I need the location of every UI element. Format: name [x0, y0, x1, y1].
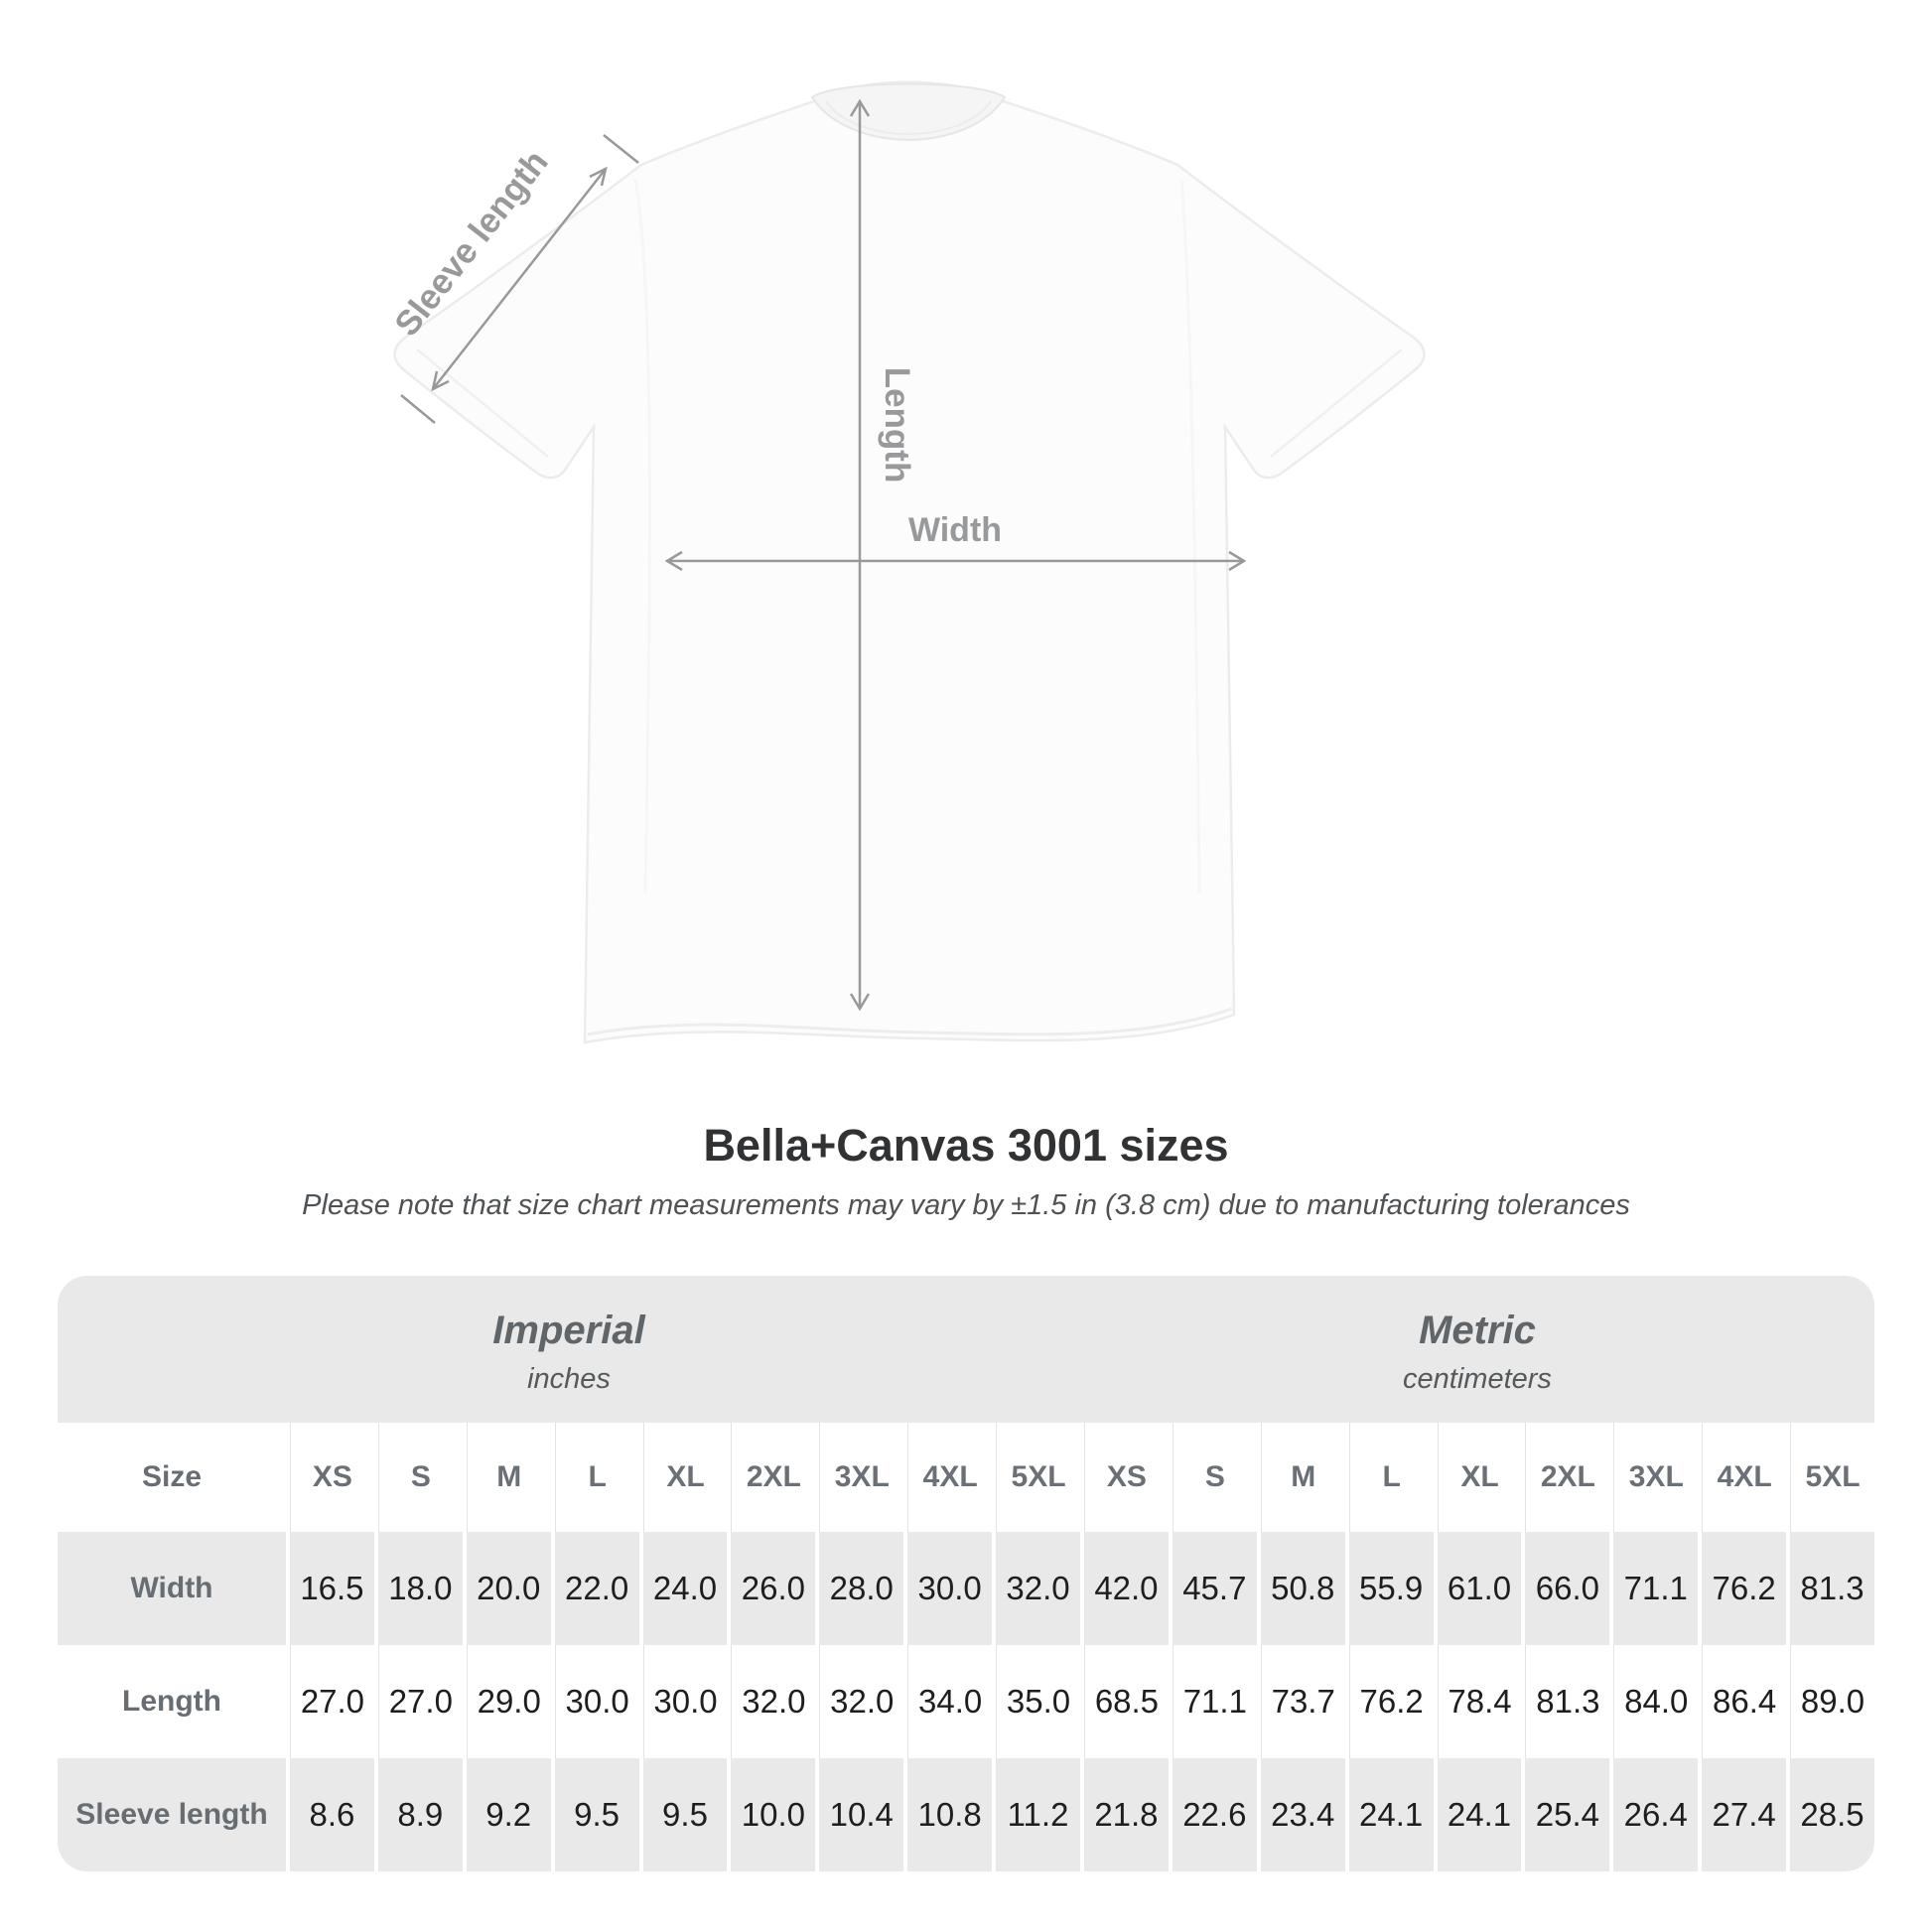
table-cell: 66.0 — [1525, 1532, 1610, 1645]
table-cell: 30.0 — [554, 1645, 639, 1758]
table-cell: 34.0 — [907, 1645, 993, 1758]
length-label: Length — [878, 367, 916, 483]
width-arrow — [664, 550, 1247, 572]
table-cell: 89.0 — [1790, 1645, 1874, 1758]
table-cell: 5XL — [1790, 1423, 1874, 1532]
table-cell: 42.0 — [1083, 1532, 1169, 1645]
table-cell: L — [1348, 1423, 1434, 1532]
table-cell: 9.2 — [466, 1758, 551, 1871]
table-cell: 71.1 — [1613, 1532, 1699, 1645]
page-title: Bella+Canvas 3001 sizes — [703, 1120, 1229, 1171]
table-cell: 27.0 — [377, 1645, 463, 1758]
tshirt-diagram: Length Width Sleeve length — [387, 80, 1426, 1044]
size-table: Imperial inches Metric centimeters Size X… — [58, 1276, 1874, 1871]
table-cell: 18.0 — [377, 1532, 463, 1645]
table-cell: 86.4 — [1702, 1645, 1787, 1758]
data-row-width: Width 16.5 18.0 20.0 22.0 24.0 26.0 28.0 30.0 32.… — [58, 1532, 1874, 1645]
table-cell: 25.4 — [1525, 1758, 1610, 1871]
table-cell: 4XL — [1702, 1423, 1787, 1532]
table-cell: 8.6 — [290, 1758, 374, 1871]
table-cell: XL — [1437, 1423, 1522, 1532]
length-arrow — [849, 98, 871, 1012]
metric-title: Metric — [1419, 1309, 1536, 1352]
table-cell: 24.0 — [642, 1532, 728, 1645]
table-cell: M — [466, 1423, 551, 1532]
tshirt-measurement-figure: Length Width Sleeve length — [387, 80, 1426, 1044]
table-cell: 24.1 — [1348, 1758, 1434, 1871]
row-label: Sleeve length — [58, 1758, 286, 1871]
table-cell: 9.5 — [554, 1758, 639, 1871]
table-cell: 23.4 — [1260, 1758, 1345, 1871]
table-cell: 32.0 — [996, 1532, 1080, 1645]
table-cell: XS — [1083, 1423, 1169, 1532]
table-cell: L — [554, 1423, 639, 1532]
table-cell: 26.4 — [1613, 1758, 1699, 1871]
table-cell: 78.4 — [1437, 1645, 1522, 1758]
table-cell: 26.0 — [731, 1532, 816, 1645]
table-cell: 61.0 — [1437, 1532, 1522, 1645]
table-cell: 45.7 — [1172, 1532, 1257, 1645]
table-cell: 20.0 — [466, 1532, 551, 1645]
table-cell: 22.6 — [1172, 1758, 1257, 1871]
table-cell: 76.2 — [1348, 1645, 1434, 1758]
size-table-grid: Size XS S M L XL 2XL 3XL 4XL 5XL XS S M L XL 2XL 3XL 4XL 5… — [58, 1423, 1874, 1871]
row-label: Width — [58, 1532, 286, 1645]
table-cell: 22.0 — [554, 1532, 639, 1645]
table-cell: 28.0 — [819, 1532, 904, 1645]
table-cell: 10.4 — [819, 1758, 904, 1871]
sleeve-length-arrow — [400, 134, 639, 424]
table-cell: 35.0 — [996, 1645, 1080, 1758]
tolerance-note: Please note that size chart measurements… — [302, 1189, 1630, 1221]
width-label: Width — [908, 511, 1002, 549]
table-cell: XL — [642, 1423, 728, 1532]
table-cell: 3XL — [819, 1423, 904, 1532]
table-cell: 50.8 — [1260, 1532, 1345, 1645]
table-cell: 27.0 — [290, 1645, 374, 1758]
table-cell: S — [377, 1423, 463, 1532]
table-cell: S — [1172, 1423, 1257, 1532]
table-cell: 9.5 — [642, 1758, 728, 1871]
table-cell: 5XL — [996, 1423, 1080, 1532]
data-row-sleeve-length: Sleeve length 8.6 8.9 9.2 9.5 9.5 10.0 10.4 10.8… — [58, 1758, 1874, 1871]
row-label: Length — [58, 1645, 286, 1758]
table-cell: 81.3 — [1525, 1645, 1610, 1758]
table-cell: 4XL — [907, 1423, 993, 1532]
metric-unit: centimeters — [1403, 1363, 1552, 1395]
table-cell: 28.5 — [1790, 1758, 1874, 1871]
row-label: Size — [58, 1423, 286, 1532]
imperial-title: Imperial — [492, 1309, 645, 1352]
table-cell: 8.9 — [377, 1758, 463, 1871]
table-cell: 16.5 — [290, 1532, 374, 1645]
unit-header-band: Imperial inches Metric centimeters — [58, 1276, 1874, 1423]
table-cell: 24.1 — [1437, 1758, 1522, 1871]
table-cell: 73.7 — [1260, 1645, 1345, 1758]
table-cell: M — [1260, 1423, 1345, 1532]
data-row-length: Length 27.0 27.0 29.0 30.0 30.0 32.0 32.0 34.0 35… — [58, 1645, 1874, 1758]
imperial-unit: inches — [527, 1363, 611, 1395]
table-cell: 29.0 — [466, 1645, 551, 1758]
table-cell: 27.4 — [1702, 1758, 1787, 1871]
table-cell: 2XL — [731, 1423, 816, 1532]
table-cell: 11.2 — [996, 1758, 1080, 1871]
table-cell: 30.0 — [642, 1645, 728, 1758]
table-cell: 2XL — [1525, 1423, 1610, 1532]
table-cell: 84.0 — [1613, 1645, 1699, 1758]
table-cell: 30.0 — [907, 1532, 993, 1645]
table-cell: 21.8 — [1083, 1758, 1169, 1871]
table-cell: 32.0 — [731, 1645, 816, 1758]
imperial-group-header: Imperial inches — [58, 1276, 1080, 1423]
size-header-row: Size XS S M L XL 2XL 3XL 4XL 5XL XS S M L XL 2XL 3XL 4XL 5… — [58, 1423, 1874, 1532]
table-cell: XS — [290, 1423, 374, 1532]
table-cell: 10.0 — [731, 1758, 816, 1871]
table-cell: 71.1 — [1172, 1645, 1257, 1758]
metric-group-header: Metric centimeters — [1080, 1276, 1874, 1423]
table-cell: 55.9 — [1348, 1532, 1434, 1645]
table-cell: 81.3 — [1790, 1532, 1874, 1645]
table-cell: 3XL — [1613, 1423, 1699, 1532]
table-cell: 76.2 — [1702, 1532, 1787, 1645]
table-cell: 68.5 — [1083, 1645, 1169, 1758]
table-cell: 10.8 — [907, 1758, 993, 1871]
tshirt-graphic — [393, 80, 1426, 1044]
table-cell: 32.0 — [819, 1645, 904, 1758]
